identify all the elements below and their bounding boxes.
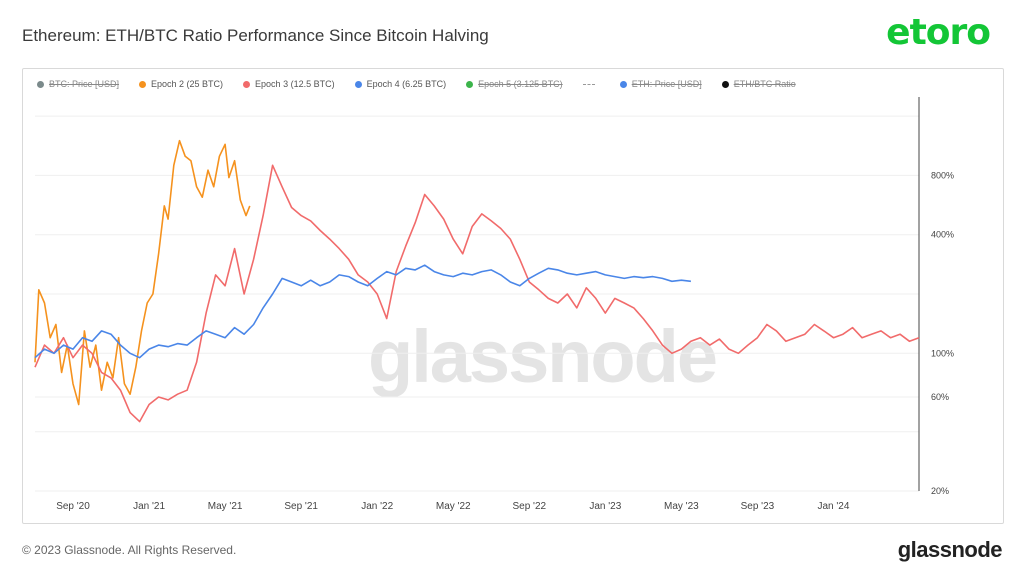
- chart-panel: BTC: Price [USD] Epoch 2 (25 BTC) Epoch 3 …: [22, 68, 1004, 524]
- legend-marker-icon: [354, 80, 362, 88]
- legend-label: ETH: Price [USD]: [631, 79, 702, 89]
- legend-label: Epoch 4 (6.25 BTC): [366, 79, 447, 89]
- legend-marker-icon: [721, 80, 729, 88]
- series-line-0: [34, 139, 251, 406]
- series-line-1: [34, 164, 920, 423]
- legend-item-0[interactable]: BTC: Price [USD]: [37, 79, 119, 89]
- x-tick-label: Jan '22: [361, 501, 393, 512]
- x-tick-label: Jan '24: [817, 501, 849, 512]
- legend-marker-icon: [619, 80, 627, 88]
- legend-label: Epoch 5 (3.125 BTC): [478, 79, 563, 89]
- x-tick-label: Sep '23: [741, 501, 775, 512]
- chart-legend: BTC: Price [USD] Epoch 2 (25 BTC) Epoch 3 …: [37, 79, 796, 89]
- legend-item-2[interactable]: Epoch 3 (12.5 BTC): [243, 79, 335, 89]
- x-tick-label: Jan '21: [133, 501, 165, 512]
- legend-item-5[interactable]: [582, 79, 600, 89]
- x-tick-label: Jan '23: [589, 501, 621, 512]
- etoro-logo-text: etoro: [886, 12, 991, 53]
- legend-item-6[interactable]: ETH: Price [USD]: [619, 79, 702, 89]
- chart-title: Ethereum: ETH/BTC Ratio Performance Sinc…: [22, 26, 489, 45]
- legend-item-3[interactable]: Epoch 4 (6.25 BTC): [354, 79, 447, 89]
- legend-item-4[interactable]: Epoch 5 (3.125 BTC): [466, 79, 563, 89]
- legend-marker-icon: [582, 83, 595, 85]
- y-tick-label: 60%: [931, 392, 949, 402]
- y-tick-label: 100%: [931, 348, 954, 358]
- x-tick-label: May '23: [664, 501, 699, 512]
- y-tick-label: 20%: [931, 486, 949, 496]
- legend-marker-icon: [466, 80, 474, 88]
- glassnode-logo: glassnode: [897, 537, 1003, 562]
- legend-item-1[interactable]: Epoch 2 (25 BTC): [139, 79, 223, 89]
- x-tick-label: May '21: [208, 501, 243, 512]
- x-tick-label: May '22: [436, 501, 471, 512]
- legend-marker-icon: [139, 80, 147, 88]
- legend-label: Epoch 3 (12.5 BTC): [255, 79, 335, 89]
- x-tick-label: Sep '21: [284, 501, 318, 512]
- x-tick-label: Sep '22: [512, 501, 546, 512]
- line-chart: 20% 60% 100% 400% 800% Sep '20 Jan '21 May '21 S…: [34, 97, 954, 512]
- x-tick-label: Sep '20: [56, 501, 90, 512]
- legend-marker-icon: [243, 80, 251, 88]
- series-line-2: [34, 264, 691, 359]
- y-tick-label: 800%: [931, 170, 954, 180]
- etoro-logo: etoro: [886, 12, 991, 53]
- legend-label: ETH/BTC Ratio: [733, 79, 796, 89]
- legend-label: Epoch 2 (25 BTC): [151, 79, 224, 89]
- legend-marker-icon: [37, 80, 44, 88]
- y-tick-label: 400%: [931, 230, 954, 240]
- footer-copyright: © 2023 Glassnode. All Rights Reserved.: [22, 543, 237, 557]
- legend-label: BTC: Price [USD]: [49, 79, 120, 89]
- legend-item-7[interactable]: ETH/BTC Ratio: [721, 79, 796, 89]
